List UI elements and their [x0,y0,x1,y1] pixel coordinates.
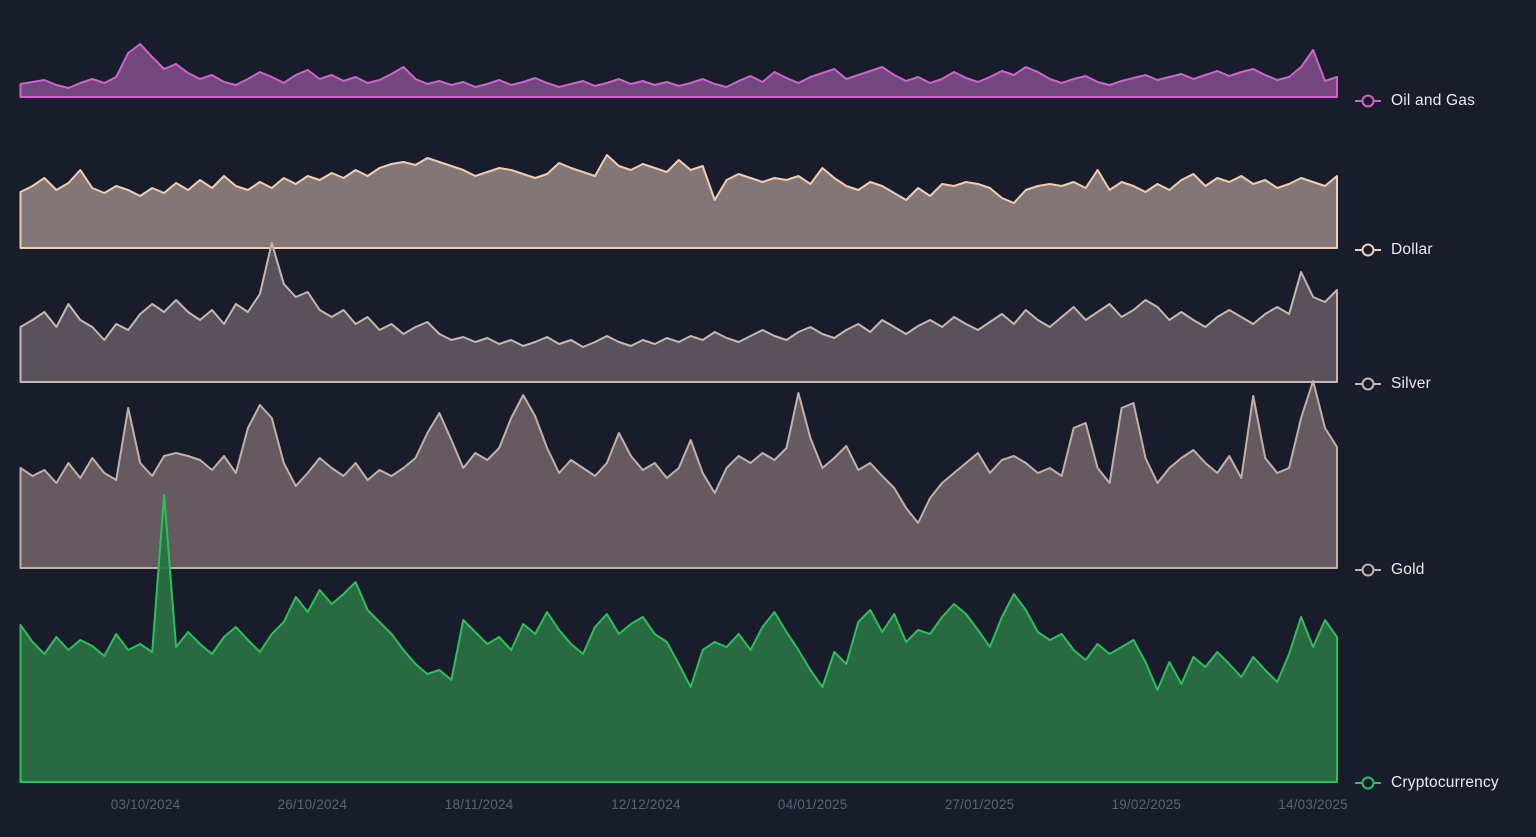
series-marker-icon [1355,94,1381,108]
series-marker-icon [1355,377,1381,391]
legend-item-gold[interactable]: Gold [1355,561,1425,579]
area-series-gold [19,380,1338,569]
legend-label: Cryptocurrency [1391,774,1499,791]
area-series-dollar [19,154,1338,249]
legend-item-cryptocurrency[interactable]: Cryptocurrency [1355,774,1499,792]
legend-item-oil-and-gas[interactable]: Oil and Gas [1355,92,1475,110]
legend-label: Gold [1391,561,1425,578]
area-series-silver [19,242,1338,383]
series-marker-icon [1355,563,1381,577]
legend-item-dollar[interactable]: Dollar [1355,241,1433,259]
area-series-cryptocurrency [19,494,1338,783]
series-marker-icon [1355,776,1381,790]
legend-item-silver[interactable]: Silver [1355,375,1431,393]
area-series-oil-and-gas [19,43,1338,98]
legend-label: Oil and Gas [1391,92,1476,109]
legend-label: Dollar [1391,241,1433,258]
legend-label: Silver [1391,375,1431,392]
series-marker-icon [1355,243,1381,257]
